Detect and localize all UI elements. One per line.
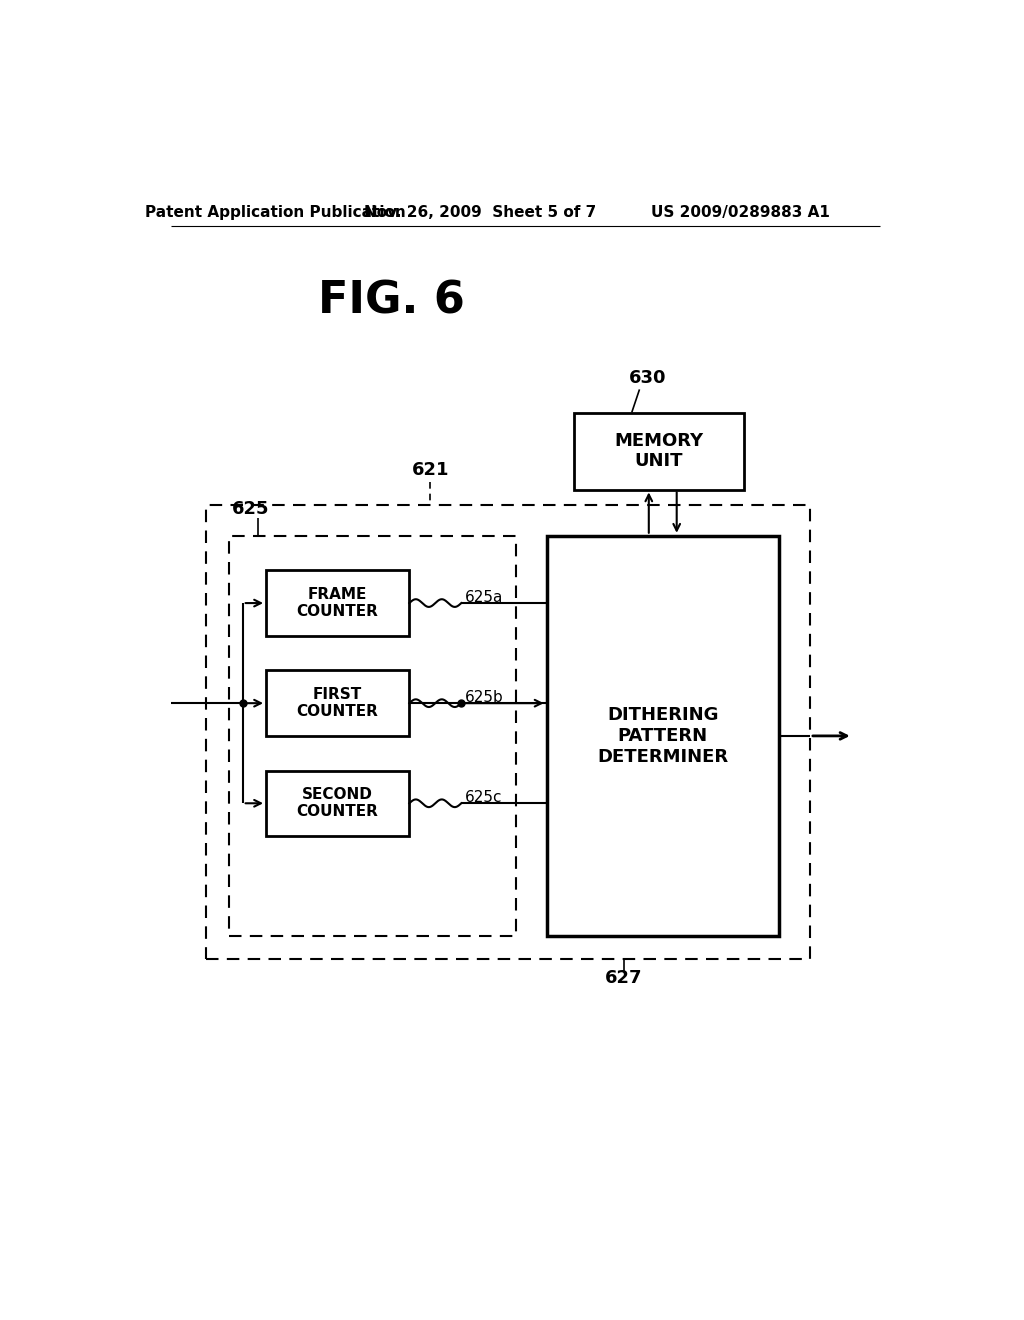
- Text: SECOND
COUNTER: SECOND COUNTER: [297, 787, 379, 820]
- Bar: [266, 771, 410, 836]
- Bar: [266, 671, 410, 737]
- Bar: [206, 506, 810, 960]
- Text: 625a: 625a: [465, 590, 504, 605]
- Bar: [547, 536, 779, 936]
- Text: 627: 627: [605, 969, 643, 987]
- Bar: [228, 536, 515, 936]
- Bar: [266, 570, 410, 636]
- Text: Nov. 26, 2009  Sheet 5 of 7: Nov. 26, 2009 Sheet 5 of 7: [365, 205, 597, 220]
- Text: FIG. 6: FIG. 6: [318, 280, 465, 322]
- Text: FIRST
COUNTER: FIRST COUNTER: [297, 686, 379, 719]
- Bar: [573, 412, 744, 490]
- Text: 630: 630: [629, 368, 666, 387]
- Text: 625b: 625b: [465, 690, 504, 705]
- Text: 621: 621: [412, 461, 449, 479]
- Text: DITHERING
PATTERN
DETERMINER: DITHERING PATTERN DETERMINER: [597, 706, 728, 766]
- Text: FRAME
COUNTER: FRAME COUNTER: [297, 587, 379, 619]
- Text: 625c: 625c: [465, 789, 503, 805]
- Text: MEMORY
UNIT: MEMORY UNIT: [614, 432, 703, 470]
- Text: Patent Application Publication: Patent Application Publication: [144, 205, 406, 220]
- Text: 625: 625: [231, 500, 269, 517]
- Text: US 2009/0289883 A1: US 2009/0289883 A1: [651, 205, 829, 220]
